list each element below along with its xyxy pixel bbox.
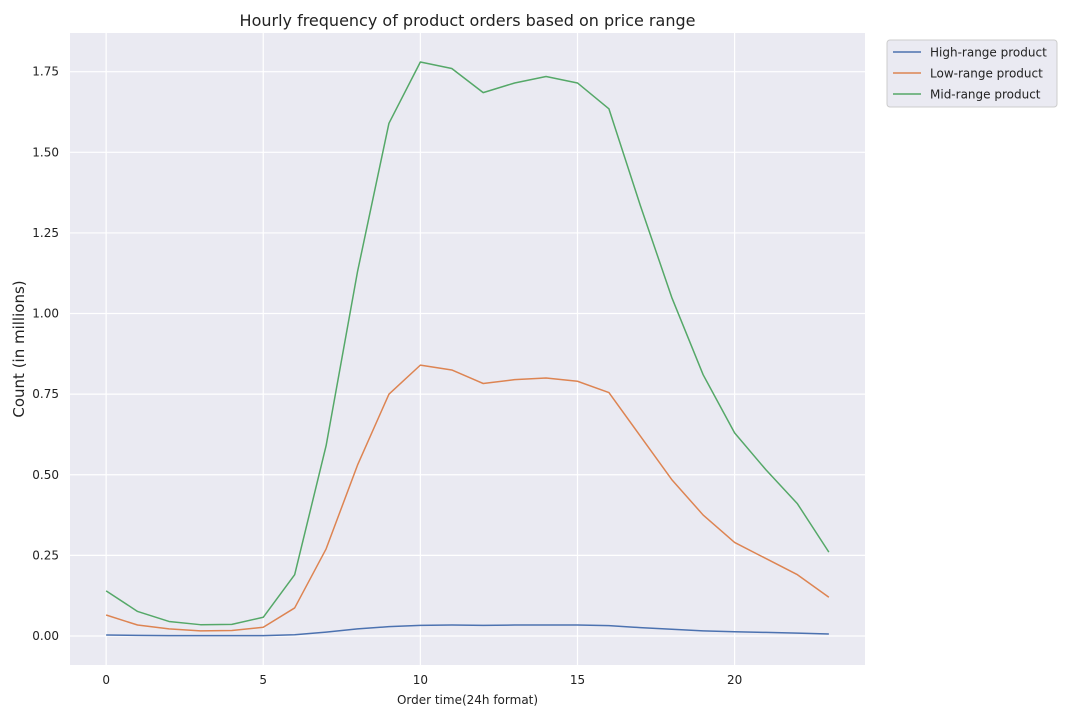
legend-box xyxy=(886,39,1058,108)
y-tick-label: 0.25 xyxy=(32,548,59,562)
legend-label: Mid-range product xyxy=(930,88,1041,102)
x-tick-label: 15 xyxy=(570,673,585,687)
x-axis-title: Order time(24h format) xyxy=(397,693,538,707)
legend: High-range product Low-range product Mid-r… xyxy=(886,39,1058,108)
series-line-low-range-product xyxy=(105,364,830,632)
x-tick-label: 20 xyxy=(727,673,742,687)
y-tick-label: 1.25 xyxy=(32,226,59,240)
y-tick-label: 0.50 xyxy=(32,468,59,482)
series-lines xyxy=(105,61,830,637)
series-line-mid-range-product xyxy=(105,61,830,626)
legend-label: High-range product xyxy=(930,46,1047,60)
y-tick-label: 0.75 xyxy=(32,387,59,401)
x-tick-label: 5 xyxy=(259,673,267,687)
y-axis-title: Count (in millions) xyxy=(10,280,28,417)
y-tick-label: 1.50 xyxy=(32,145,59,159)
y-tick-label: 1.75 xyxy=(32,65,59,79)
series-line-high-range-product xyxy=(106,624,829,637)
chart-title: Hourly frequency of product orders based… xyxy=(240,11,696,30)
x-tick-label: 10 xyxy=(413,673,428,687)
x-axis-ticks: 0 5 10 15 20 xyxy=(102,673,742,687)
y-tick-label: 0.00 xyxy=(32,629,59,643)
y-axis-ticks: 0.00 0.25 0.50 0.75 1.00 1.25 1.50 1.75 xyxy=(32,65,59,643)
y-tick-label: 1.00 xyxy=(32,307,59,321)
legend-label: Low-range product xyxy=(930,67,1043,81)
plot-area xyxy=(70,33,865,665)
legend-items: High-range product Low-range product Mid-r… xyxy=(893,46,1047,102)
x-tick-label: 0 xyxy=(102,673,110,687)
